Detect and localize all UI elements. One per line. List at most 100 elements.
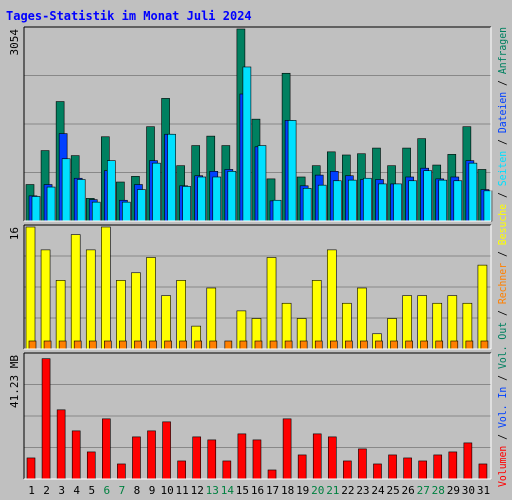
bar-seiten-day-20 [317, 184, 327, 222]
bar-rechner-day-11 [179, 340, 187, 350]
bar-seiten-day-6 [107, 160, 116, 222]
x-tick-label: 14 [221, 484, 235, 497]
bar-volumen-day-1 [26, 457, 36, 480]
bar-seiten-day-5 [91, 201, 101, 222]
bar-rechner-day-21 [329, 340, 338, 350]
bar-rechner-day-1 [28, 340, 37, 350]
side-legend-part: Anfragen [496, 27, 509, 74]
side-legend-part: Rechner [496, 263, 509, 305]
bar-seiten-day-22 [348, 179, 357, 222]
bar-seiten-day-1 [31, 196, 41, 222]
side-legend-part: Besuche [496, 204, 509, 245]
bar-rechner-day-19 [299, 340, 308, 350]
x-tick-label: 12 [191, 484, 204, 497]
bar-volumen-day-9 [147, 430, 156, 480]
bar-seiten-day-2 [46, 186, 56, 222]
bar-volumen-day-5 [86, 451, 96, 480]
x-tick-label: 2 [43, 484, 50, 497]
x-tick-label: 22 [341, 484, 354, 497]
bar-volumen-day-31 [478, 463, 488, 480]
x-tick-label: 6 [104, 484, 111, 497]
bar-volumen-day-26 [403, 457, 412, 480]
bar-volumen-day-13 [207, 439, 217, 480]
bar-rechner-day-15 [239, 340, 248, 350]
bar-rechner-day-9 [149, 340, 157, 350]
bar-seiten-day-13 [212, 176, 222, 222]
x-tick-label: 1 [28, 484, 35, 497]
side-legend-part: Vol. In [496, 387, 509, 428]
bar-seiten-day-8 [137, 189, 146, 222]
bar-volumen-day-19 [297, 454, 307, 480]
bar-besuche-day-20 [311, 280, 322, 350]
x-tick-label: 9 [149, 484, 156, 497]
bar-rechner-day-6 [104, 340, 112, 350]
bar-rechner-day-27 [420, 340, 428, 350]
x-tick-label: 31 [477, 484, 490, 497]
bar-besuche-day-13 [206, 287, 217, 350]
bar-volumen-day-11 [177, 460, 186, 480]
bar-volumen-day-14 [222, 460, 232, 480]
bar-volumen-day-8 [132, 436, 141, 480]
bar-besuche-day-8 [131, 272, 141, 350]
bar-rechner-day-24 [375, 340, 383, 350]
side-legend-part: Dateien [496, 92, 509, 133]
bar-besuche-day-2 [40, 249, 51, 350]
middle-max-label: 16 [8, 227, 21, 240]
bar-seiten-day-19 [302, 188, 312, 222]
bar-volumen-day-21 [327, 436, 337, 480]
x-tick-label: 27 [417, 484, 430, 497]
bar-volumen-day-18 [282, 418, 292, 480]
bar-seiten-day-30 [468, 162, 478, 222]
bar-rechner-day-29 [450, 340, 459, 350]
side-legend-part: Volumen [496, 446, 509, 487]
bar-seiten-day-27 [423, 170, 432, 222]
bar-rechner-day-20 [314, 340, 323, 350]
side-legend-part: / [496, 245, 509, 263]
bar-seiten-day-26 [408, 180, 417, 222]
bar-rechner-day-31 [480, 340, 489, 350]
bar-volumen-day-24 [373, 463, 382, 480]
bar-seiten-day-3 [61, 158, 71, 222]
bar-seiten-day-29 [453, 180, 463, 222]
x-tick-label: 21 [326, 484, 339, 497]
side-legend-part: Seiten [496, 151, 509, 186]
bar-besuche-day-4 [70, 234, 81, 350]
bar-seiten-day-17 [272, 199, 282, 222]
bar-besuche-day-6 [101, 226, 111, 350]
bar-volumen-day-30 [463, 442, 473, 480]
x-tick-label: 25 [386, 484, 399, 497]
bottom-max-label: 41.23 MB [8, 355, 21, 408]
x-tick-label: 26 [402, 484, 415, 497]
bar-rechner-day-10 [164, 340, 172, 350]
x-tick-label: 11 [176, 484, 189, 497]
x-tick-label: 16 [251, 484, 264, 497]
x-tick-label: 28 [432, 484, 445, 497]
bar-seiten-day-4 [76, 179, 86, 222]
bar-volumen-day-17 [267, 469, 277, 480]
bar-volumen-day-12 [192, 436, 202, 480]
bar-seiten-day-16 [257, 145, 267, 222]
x-tick-label: 20 [311, 484, 324, 497]
top-max-label: 3054 [8, 29, 21, 56]
x-tick-label: 17 [266, 484, 279, 497]
side-legend-part: / [496, 186, 509, 204]
side-legend: Volumen / Vol. In / Vol. Out / Rechner /… [496, 27, 509, 487]
bar-besuche-day-23 [357, 287, 367, 350]
bar-seiten-day-10 [167, 133, 176, 222]
side-legend-part: / [496, 133, 509, 151]
bar-besuche-day-5 [85, 249, 96, 350]
side-legend-part: / [496, 304, 509, 322]
side-legend-part: / [496, 74, 509, 92]
bar-seiten-day-25 [393, 183, 402, 222]
bar-seiten-day-12 [197, 176, 207, 222]
bar-besuche-day-17 [266, 257, 277, 350]
bar-rechner-day-16 [254, 340, 263, 350]
bar-besuche-day-7 [116, 280, 126, 350]
bar-seiten-day-18 [287, 120, 297, 222]
bar-rechner-day-18 [284, 340, 293, 350]
x-tick-label: 3 [58, 484, 65, 497]
bar-rechner-day-14 [224, 340, 233, 350]
bar-volumen-day-7 [117, 463, 126, 480]
bar-volumen-day-15 [237, 433, 247, 480]
bar-rechner-day-26 [405, 340, 413, 350]
